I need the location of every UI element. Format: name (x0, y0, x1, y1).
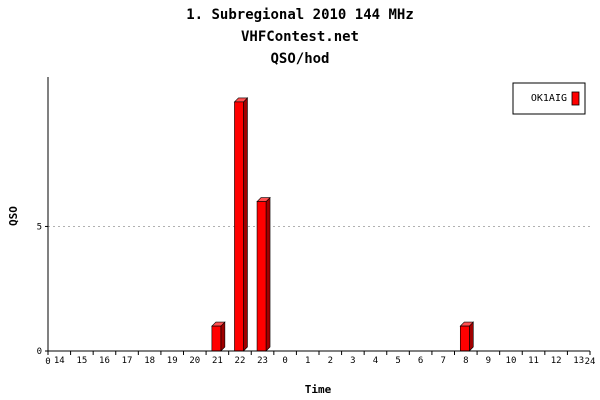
bar (233, 97, 249, 352)
bar-side (243, 97, 248, 352)
bar (211, 321, 226, 352)
bars (211, 97, 475, 352)
x-axis-start-label: 0 (45, 357, 50, 367)
x-tick-label: 10 (506, 356, 517, 366)
x-axis-label: Time (305, 383, 332, 396)
legend-swatch (571, 91, 580, 106)
x-tick-label: 14 (54, 356, 65, 366)
x-tick-label: 5 (395, 356, 400, 366)
x-tick-label: 7 (440, 356, 445, 366)
bar-side (220, 321, 226, 352)
x-tick-label: 13 (573, 356, 584, 366)
y-tick-label: 0 (37, 347, 42, 357)
y-tick-label: 5 (37, 222, 42, 232)
chart-title: 1. Subregional 2010 144 MHz (186, 7, 414, 23)
bar (256, 196, 271, 352)
x-tick-label: 1 (305, 356, 310, 366)
bar-side (265, 196, 271, 352)
x-tick-label: 11 (528, 356, 539, 366)
bar (459, 321, 475, 352)
x-tick-label: 15 (76, 356, 87, 366)
x-tick-label: 16 (99, 356, 110, 366)
x-tick-label: 0 (282, 356, 287, 366)
legend-label: OK1AIG (531, 93, 567, 104)
bar-front (234, 101, 244, 352)
x-tick-label: 4 (373, 356, 378, 366)
x-tick-label: 8 (463, 356, 468, 366)
axes (45, 77, 591, 355)
bar-front (256, 201, 267, 352)
bar-side (468, 321, 474, 352)
bar-front (459, 325, 470, 352)
x-tick-label: 9 (486, 356, 491, 366)
x-tick-label: 3 (350, 356, 355, 366)
x-tick-label: 12 (551, 356, 562, 366)
x-tick-label: 21 (212, 356, 223, 366)
x-tick-label: 22 (235, 356, 246, 366)
x-tick-label: 23 (257, 356, 268, 366)
bar-front (211, 325, 222, 352)
x-tick-label: 18 (144, 356, 155, 366)
x-tick-label: 17 (122, 356, 133, 366)
legend: OK1AIG (512, 82, 586, 115)
x-axis-end-label: 24 (585, 357, 596, 367)
x-tick-label: 2 (328, 356, 333, 366)
chart-subtitle-2: QSO/hod (270, 51, 329, 67)
x-tick-label: 6 (418, 356, 423, 366)
x-tick-label: 20 (189, 356, 200, 366)
chart-subtitle: VHFContest.net (241, 29, 359, 45)
x-tick-label: 19 (167, 356, 178, 366)
y-axis-label: QSO (7, 206, 20, 226)
